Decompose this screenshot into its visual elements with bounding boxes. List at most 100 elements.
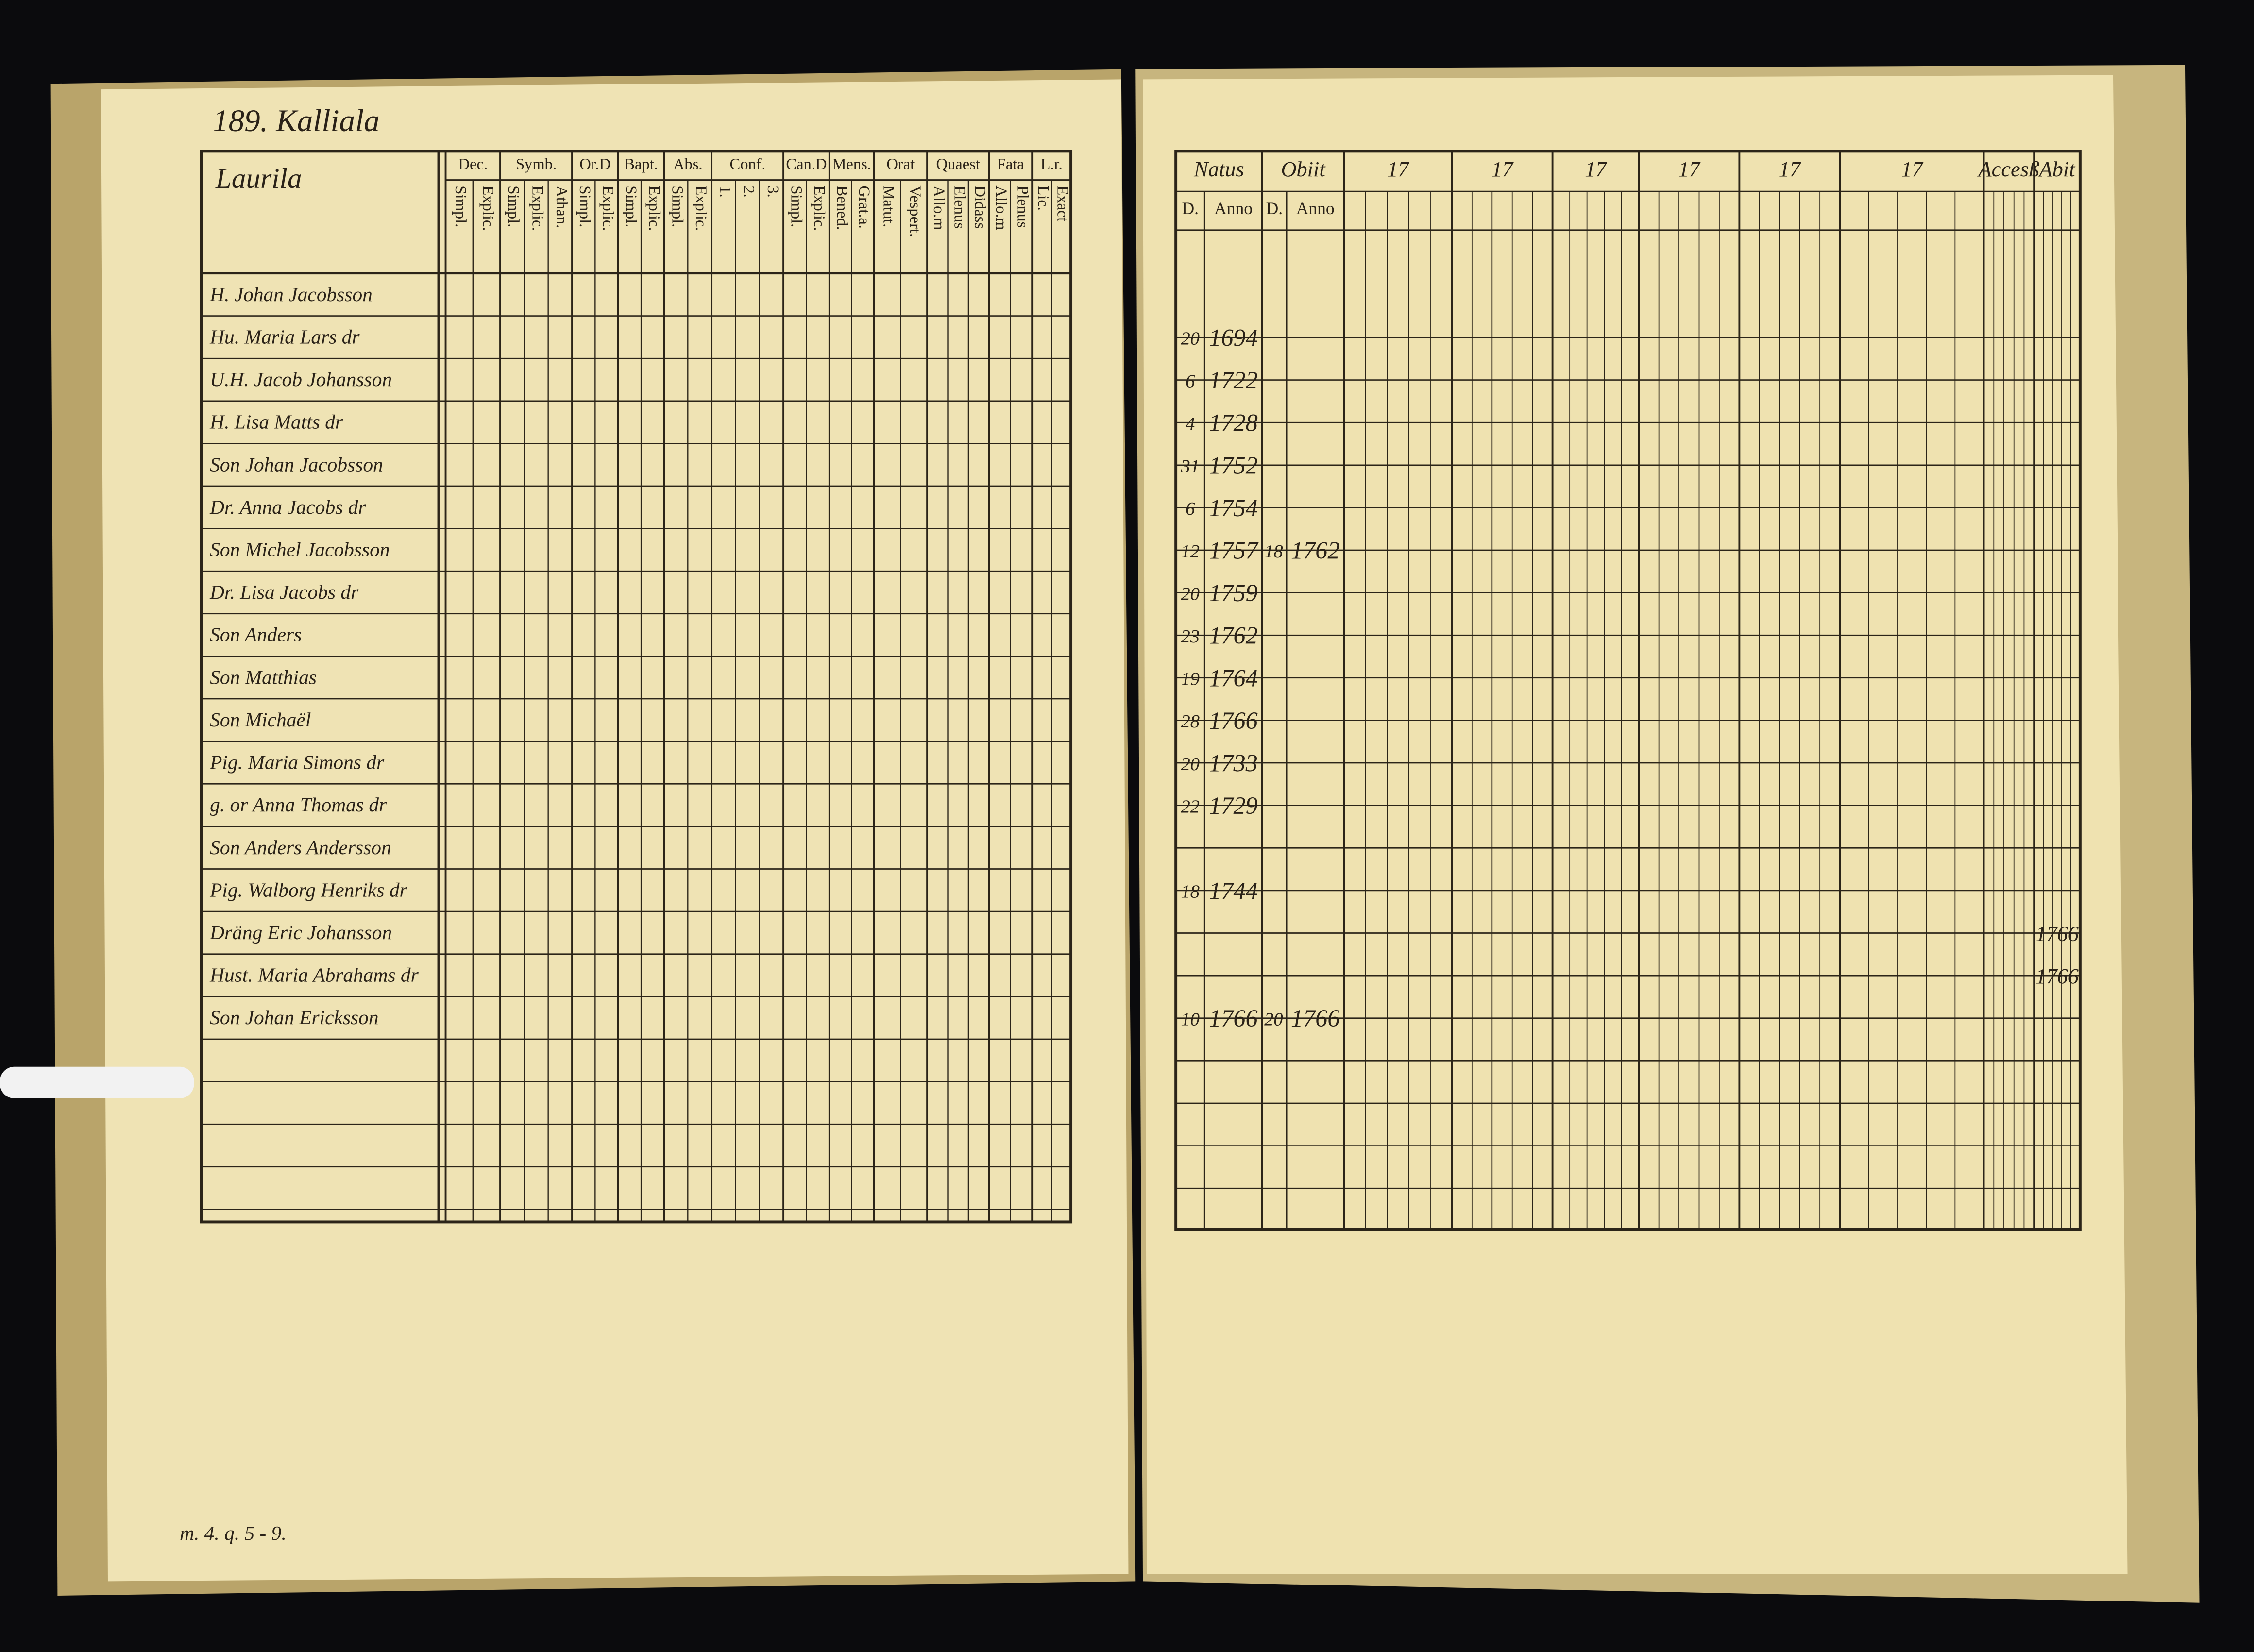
birth-year: 1759	[1209, 579, 1258, 607]
departure-year: 1766	[2035, 922, 2079, 946]
person-name: g. or Anna Thomas dr	[210, 793, 387, 816]
person-name: Son Michel Jacobsson	[210, 538, 390, 560]
death-year: 1766	[1291, 1005, 1340, 1032]
column-header: Abs.	[673, 155, 703, 173]
sub-header: 3.	[764, 185, 781, 197]
birth-day: 20	[1181, 584, 1199, 604]
death-day: 18	[1264, 541, 1283, 562]
column-header: Symb.	[516, 155, 557, 173]
birth-year: 1764	[1209, 664, 1258, 691]
person-name: Son Johan Ericksson	[210, 1006, 378, 1028]
birth-year: 1729	[1209, 792, 1258, 819]
sub-header: Matut.	[880, 185, 897, 227]
column-header: Bapt.	[624, 155, 658, 173]
person-name: U.H. Jacob Johansson	[210, 368, 392, 390]
sub-header: Bened.	[833, 185, 850, 230]
sub-header: Explic.	[811, 185, 828, 231]
column-header: Fata	[997, 155, 1024, 173]
column-header: Or.D	[579, 155, 610, 173]
column-header: 17	[1387, 157, 1409, 181]
birth-year: 1754	[1209, 494, 1258, 522]
column-header: Natus	[1193, 157, 1244, 181]
birth-year: 1766	[1209, 707, 1258, 734]
sub-header: Explic.	[599, 185, 617, 231]
birth-day: 20	[1181, 754, 1199, 775]
birth-year: 1752	[1209, 452, 1258, 479]
sub-header: Explic.	[479, 185, 496, 231]
column-header: Conf.	[729, 155, 765, 173]
birth-year: 1694	[1209, 324, 1258, 351]
column-header: 17	[1779, 157, 1801, 181]
death-day: 20	[1264, 1009, 1283, 1029]
death-year: 1762	[1291, 537, 1340, 564]
sub-header: Explic.	[529, 185, 546, 231]
sub-header: Elenus	[950, 185, 968, 229]
person-name: Son Anders	[210, 624, 302, 646]
person-name: Dr. Lisa Jacobs dr	[209, 581, 359, 603]
person-name: Pig. Maria Simons dr	[209, 751, 385, 774]
birth-year: 1744	[1209, 877, 1258, 904]
left-page	[101, 79, 1129, 1582]
sub-header: Allo.m	[930, 185, 948, 230]
person-name: Pig. Walborg Henriks dr	[209, 878, 407, 901]
sub-header: Athan.	[553, 185, 570, 228]
column-header: Dec.	[458, 155, 488, 173]
column-header: Obiit	[1281, 157, 1326, 181]
column-header: Orat	[886, 155, 915, 173]
footer-note: m. 4. q. 5 - 9.	[180, 1522, 287, 1544]
birth-year: 1722	[1209, 367, 1258, 394]
sub-header: Simpl.	[787, 185, 805, 227]
column-header: 17	[1678, 157, 1701, 181]
bookmark-ribbon	[0, 1066, 194, 1098]
page-heading: 189. Kalliala	[213, 103, 380, 138]
person-name: Son Matthias	[210, 666, 317, 688]
birth-day: 4	[1186, 414, 1195, 434]
person-name: Son Anders Andersson	[210, 836, 391, 859]
birth-day: 22	[1181, 796, 1199, 817]
sub-header: 2.	[740, 185, 758, 197]
sub-header: Grat.a.	[855, 185, 873, 229]
birth-year: 1766	[1209, 1005, 1258, 1032]
sub-header: Anno	[1296, 199, 1335, 218]
birth-day: 31	[1180, 456, 1199, 477]
person-name: H. Johan Jacobsson	[209, 283, 373, 305]
column-header: 17	[1901, 157, 1923, 181]
sub-header: Exact	[1054, 185, 1071, 221]
birth-day: 20	[1181, 329, 1199, 349]
column-header: Quaest	[936, 155, 980, 173]
column-header: Can.D	[786, 155, 827, 173]
sub-header: Explic.	[645, 185, 662, 231]
sub-header: Simpl.	[576, 185, 593, 227]
column-header: 17	[1491, 157, 1514, 181]
birth-year: 1733	[1209, 750, 1258, 777]
sub-header: D.	[1266, 199, 1283, 218]
sub-header: Simpl.	[505, 185, 522, 227]
column-header: 17	[1585, 157, 1607, 181]
farm-name: Laurila	[215, 162, 302, 194]
departure-year: 1766	[2035, 964, 2079, 988]
birth-day: 6	[1186, 371, 1195, 391]
person-name: Hu. Maria Lars dr	[209, 325, 360, 348]
sub-header: Simpl.	[622, 185, 640, 227]
person-name: Dräng Eric Johansson	[209, 921, 392, 944]
birth-year: 1757	[1209, 537, 1258, 564]
person-name: Hust. Maria Abrahams dr	[209, 964, 419, 986]
birth-year: 1728	[1209, 409, 1258, 437]
person-name: H. Lisa Matts dr	[209, 411, 343, 433]
birth-year: 1762	[1209, 622, 1258, 649]
sub-header: Lic.	[1034, 185, 1052, 211]
birth-day: 6	[1186, 499, 1195, 519]
birth-day: 10	[1181, 1009, 1199, 1029]
column-header: Abit	[2038, 157, 2076, 181]
left-table-frame	[200, 150, 1073, 1224]
sub-header: Vespert.	[906, 185, 924, 237]
sub-header: Allo.m	[992, 185, 1010, 230]
birth-day: 23	[1181, 626, 1199, 647]
birth-day: 19	[1181, 669, 1199, 690]
sub-header: Explic.	[692, 185, 710, 231]
birth-day: 18	[1181, 882, 1199, 902]
sub-header: 1.	[716, 185, 733, 197]
column-header: Mens.	[832, 155, 871, 173]
sub-header: Anno	[1214, 199, 1253, 218]
